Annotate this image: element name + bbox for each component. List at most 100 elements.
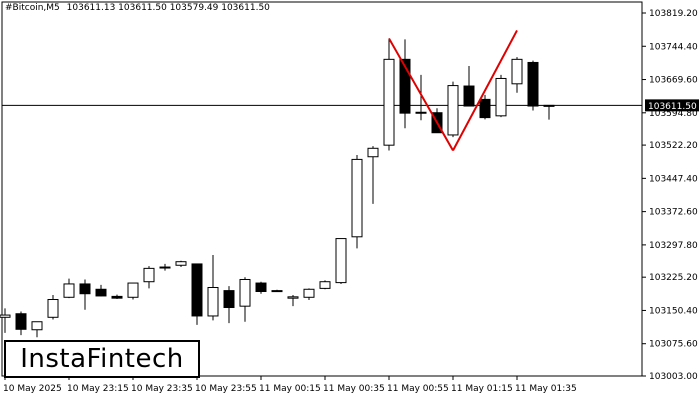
candle-body-bullish xyxy=(0,314,11,318)
candle-body-bullish xyxy=(207,286,219,317)
candle-body-bullish xyxy=(175,261,187,266)
candle xyxy=(143,266,155,289)
y-tick-label: 103150.40 xyxy=(649,306,698,316)
x-tick-label: 11 May 01:35 xyxy=(515,384,577,394)
candle-body-bearish xyxy=(399,58,411,114)
y-tick-label: 103669.60 xyxy=(649,76,698,86)
candle xyxy=(495,74,507,118)
candle xyxy=(399,39,411,129)
candle-body-bearish xyxy=(15,313,27,330)
candle xyxy=(367,146,379,204)
candle xyxy=(527,60,539,111)
candle-body-bullish xyxy=(47,299,59,318)
instafintech-logo: InstaFintech xyxy=(4,340,200,378)
candle-body-bullish xyxy=(383,58,395,146)
candle-body-bearish xyxy=(111,295,123,299)
candle xyxy=(207,255,219,321)
plot-area xyxy=(1,1,643,377)
x-tick-label: 11 May 00:35 xyxy=(323,384,385,394)
candle xyxy=(127,282,139,300)
candle xyxy=(191,263,203,325)
candle xyxy=(335,238,347,284)
candle xyxy=(255,281,267,294)
candle-body-bullish xyxy=(31,321,43,331)
y-tick-label: 103297.80 xyxy=(649,241,698,251)
pattern-line xyxy=(452,29,518,151)
candle-body-bearish xyxy=(191,263,203,317)
x-tick-label: 10 May 23:55 xyxy=(195,384,257,394)
candle xyxy=(351,154,363,249)
candle-body-bearish xyxy=(95,288,107,297)
y-tick-label: 103075.60 xyxy=(649,340,698,350)
candle-body-bullish xyxy=(543,104,555,107)
candle xyxy=(0,308,11,333)
candle xyxy=(303,288,315,300)
x-tick-label: 11 May 00:55 xyxy=(387,384,449,394)
candle-body-bullish xyxy=(143,267,155,283)
ohlc-label: 103611.13 103611.50 103579.49 103611.50 xyxy=(66,3,270,13)
candle-body-bullish xyxy=(303,288,315,298)
y-tick-label: 103744.40 xyxy=(649,42,698,52)
candle-body-bullish xyxy=(319,281,331,289)
candle xyxy=(463,66,475,107)
y-tick-label: 103447.40 xyxy=(649,174,698,184)
candle xyxy=(223,286,235,324)
candle-body-bullish xyxy=(239,278,251,307)
candle xyxy=(447,81,459,138)
candle-body-bullish xyxy=(127,282,139,298)
candle-body-bearish xyxy=(271,290,283,293)
candle xyxy=(271,289,283,293)
x-tick-label: 10 May 23:35 xyxy=(131,384,193,394)
y-tick-label: 103594.80 xyxy=(649,109,698,119)
candle-body-bullish xyxy=(495,77,507,117)
candle xyxy=(159,263,171,271)
candle-body-bullish xyxy=(415,111,427,114)
candle-body-bearish xyxy=(479,98,491,119)
candle xyxy=(79,279,91,310)
candle-body-bearish xyxy=(527,61,539,107)
candle-body-bullish xyxy=(511,58,523,85)
x-tick-label: 10 May 23:15 xyxy=(67,384,129,394)
candle xyxy=(543,104,555,120)
candle-body-bearish xyxy=(223,290,235,309)
x-axis: 10 May 2025 10 May 23:15 10 May 23:35 10 Ma… xyxy=(3,376,577,394)
x-tick-label: 11 May 01:15 xyxy=(451,384,513,394)
candles xyxy=(0,38,555,338)
header-symbol-info: #Bitcoin,M5 103611.13 103611.50 103579.4… xyxy=(5,3,270,13)
pattern-line xyxy=(388,37,454,152)
current-price-label-bg xyxy=(645,99,699,112)
candle xyxy=(15,311,27,336)
x-tick-label: 10 May 2025 xyxy=(3,384,62,394)
candle xyxy=(63,278,75,299)
candle xyxy=(287,295,299,307)
candle-body-bullish xyxy=(335,238,347,284)
candle xyxy=(31,321,43,338)
candle xyxy=(383,38,395,151)
candle xyxy=(511,57,523,93)
candle-body-bullish xyxy=(351,158,363,238)
candle-body-bearish xyxy=(463,85,475,107)
candle xyxy=(415,74,427,121)
candle xyxy=(175,260,187,268)
candle xyxy=(479,94,491,120)
candle-body-bullish xyxy=(287,296,299,299)
y-tick-label: 103522.20 xyxy=(649,141,698,151)
y-tick-label: 103003.00 xyxy=(649,372,698,382)
candle xyxy=(239,277,251,322)
candle-body-bullish xyxy=(159,266,171,269)
candle-body-bearish xyxy=(255,282,267,292)
candle xyxy=(47,295,59,320)
y-axis: 103819.20 103744.40 103669.60 103594.80 1035… xyxy=(642,9,698,382)
candle xyxy=(95,284,107,297)
x-tick-label: 11 May 00:15 xyxy=(259,384,321,394)
candle xyxy=(111,294,123,300)
candle-body-bearish xyxy=(79,283,91,295)
candle-body-bullish xyxy=(447,85,459,136)
y-tick-label: 103225.20 xyxy=(649,273,698,283)
candle xyxy=(319,280,331,290)
current-price-label: 103611.50 xyxy=(648,102,697,112)
candle-body-bullish xyxy=(63,283,75,298)
current-price-label-group: 103611.50 xyxy=(645,99,699,112)
symbol-label: #Bitcoin,M5 xyxy=(5,3,60,13)
